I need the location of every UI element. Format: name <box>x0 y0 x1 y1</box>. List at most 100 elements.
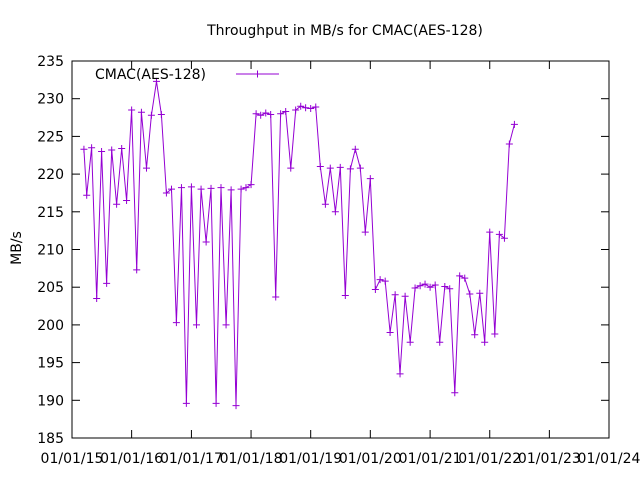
data-point <box>80 145 88 153</box>
data-point <box>396 370 404 378</box>
x-tick-label: 01/01/24 <box>578 451 640 467</box>
x-tick-label: 01/01/15 <box>41 451 104 467</box>
data-point <box>83 191 91 199</box>
data-point <box>177 184 185 192</box>
y-axis: 185 190 195 200 205 210 215 220 225 230 235 <box>37 54 609 447</box>
data-point <box>307 105 315 113</box>
data-point <box>118 144 126 152</box>
x-tick-label: 01/01/19 <box>279 451 342 467</box>
data-point <box>416 282 424 290</box>
data-point <box>451 389 459 397</box>
legend-label: CMAC(AES-128) <box>95 67 206 83</box>
legend-marker <box>254 70 261 78</box>
data-point <box>282 108 290 116</box>
data-point <box>481 338 489 346</box>
data-point <box>137 108 145 116</box>
data-point <box>88 144 96 152</box>
legend-point <box>254 70 261 78</box>
y-tick-label: 195 <box>37 356 64 372</box>
y-tick-label: 210 <box>37 243 64 259</box>
data-point <box>476 289 484 297</box>
x-tick-label: 01/01/17 <box>160 451 223 467</box>
data-point <box>461 274 469 282</box>
x-tick-label: 01/01/21 <box>399 451 462 467</box>
legend: CMAC(AES-128) <box>95 67 279 83</box>
data-point <box>401 292 409 300</box>
data-point <box>312 103 320 111</box>
data-point <box>93 295 101 303</box>
data-point <box>172 319 180 327</box>
data-point <box>133 266 141 274</box>
data-point <box>182 399 190 407</box>
data-point <box>376 276 384 284</box>
y-tick-label: 230 <box>37 92 64 108</box>
data-point <box>222 321 230 329</box>
data-point <box>187 183 195 191</box>
data-point <box>386 328 394 336</box>
data-point <box>257 111 265 119</box>
data-point <box>98 147 106 155</box>
data-point <box>331 208 339 216</box>
y-tick-label: 190 <box>37 393 64 409</box>
data-point <box>207 184 215 192</box>
data-point <box>212 399 220 407</box>
data-point <box>436 338 444 346</box>
data-point <box>237 185 245 193</box>
data-point <box>128 106 136 114</box>
data-point <box>103 279 111 287</box>
data-point <box>446 285 454 293</box>
data-point <box>292 106 300 114</box>
data-point <box>361 228 369 236</box>
x-axis: 01/01/1501/01/1601/01/1701/01/1801/01/19… <box>41 61 640 467</box>
data-point <box>471 331 479 339</box>
data-point <box>247 181 255 189</box>
data-point <box>351 145 359 153</box>
data-point <box>252 110 260 118</box>
data-point <box>336 163 344 171</box>
y-tick-label: 220 <box>37 167 64 183</box>
data-point <box>486 228 494 236</box>
data-point <box>426 283 434 291</box>
data-point <box>391 291 399 299</box>
data-point <box>491 330 499 338</box>
data-point <box>316 163 324 171</box>
data-point <box>297 102 305 110</box>
data-point <box>356 164 364 172</box>
data-point <box>262 109 270 117</box>
data-point <box>108 146 116 154</box>
data-point <box>371 285 379 293</box>
data-point <box>232 402 240 410</box>
data-point <box>510 120 518 128</box>
data-point <box>202 238 210 246</box>
data-point <box>267 111 275 119</box>
y-tick-label: 225 <box>37 129 64 145</box>
y-axis-label: MB/s <box>9 231 25 265</box>
data-point <box>326 164 334 172</box>
data-point <box>142 164 150 172</box>
data-point <box>277 110 285 118</box>
data-point <box>157 111 165 119</box>
x-tick-label: 01/01/20 <box>339 451 402 467</box>
data-point <box>346 165 354 173</box>
data-point <box>341 291 349 299</box>
data-point <box>441 282 449 290</box>
data-point <box>152 77 160 85</box>
data-point <box>123 196 131 204</box>
data-point <box>217 184 225 192</box>
data-point <box>197 185 205 193</box>
x-tick-label: 01/01/16 <box>100 451 163 467</box>
data-point <box>466 290 474 298</box>
series-line <box>83 81 515 406</box>
data-point <box>162 189 170 197</box>
data-point <box>113 200 121 208</box>
data-point <box>302 104 310 112</box>
x-tick-label: 01/01/18 <box>220 451 283 467</box>
data-point <box>287 164 295 172</box>
data-point <box>192 321 200 329</box>
data-point <box>167 185 175 193</box>
data-point <box>227 186 235 194</box>
data-point <box>505 140 513 148</box>
data-point <box>272 293 280 301</box>
data-point <box>495 230 503 238</box>
